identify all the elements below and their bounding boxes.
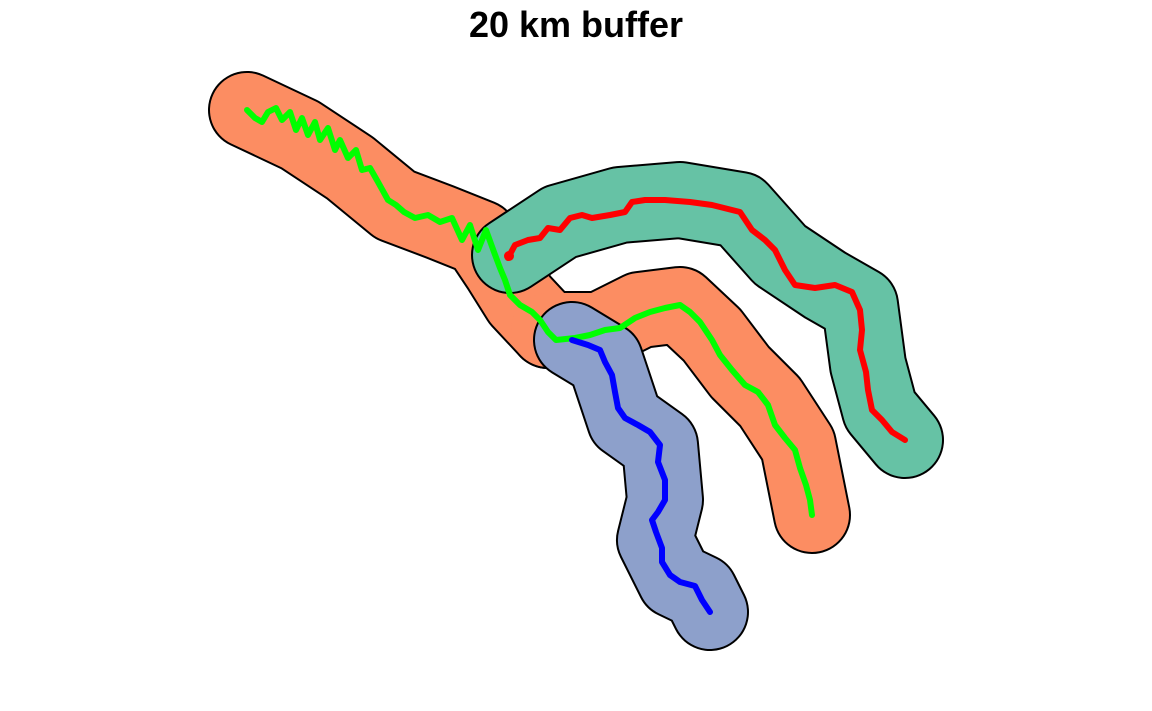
river-red-source-point (504, 251, 514, 261)
river-red (505, 197, 908, 443)
map-title: 20 km buffer (468, 4, 684, 45)
buffer-blue (572, 340, 710, 612)
river-green (244, 105, 815, 518)
river-blue (569, 337, 713, 615)
